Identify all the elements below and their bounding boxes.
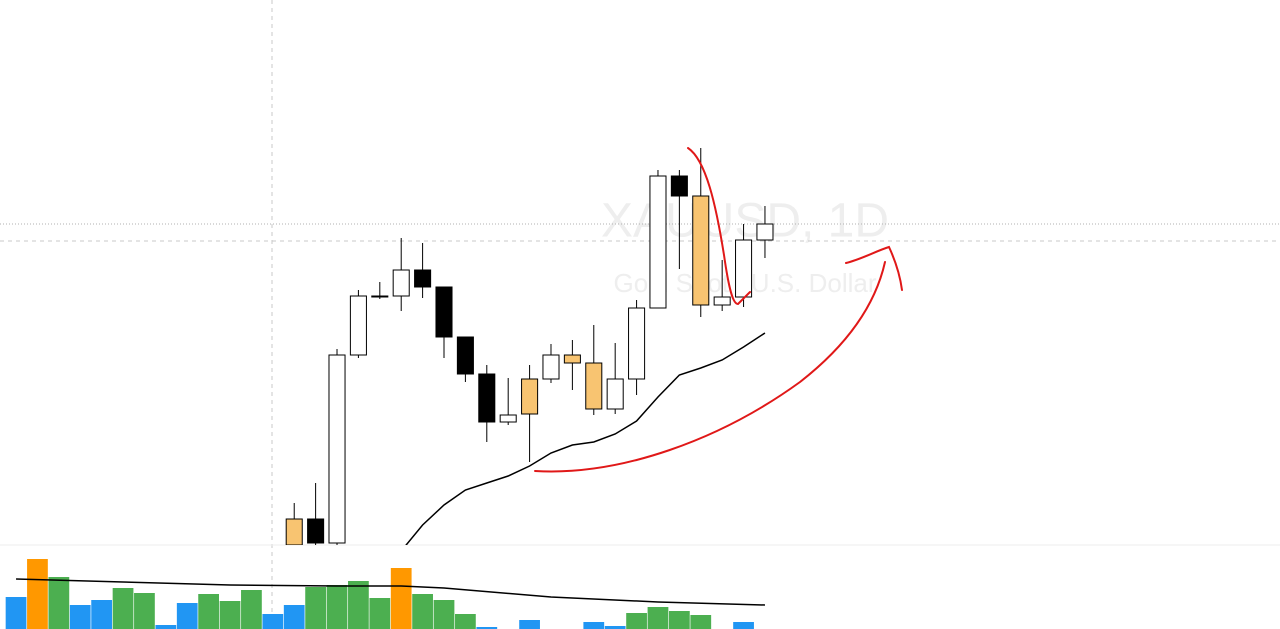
candle-body [563,354,581,364]
candle-body [628,307,646,380]
candle-body [713,296,731,306]
drawing-arrowhead [845,245,903,291]
candle-body [499,414,517,423]
volume-bar [433,600,455,629]
volume-bar [348,581,369,629]
moving-average [16,578,765,606]
volume-bar [476,627,498,629]
volume-bar [626,613,647,629]
volume-bar [733,622,754,629]
drawing-hook [687,147,751,306]
candle-body [649,175,667,309]
watermark-symbol: XAUUSD, 1D [601,195,889,248]
candle-body [585,362,603,410]
candle-body [392,269,410,297]
candle-body [735,239,753,298]
moving-average [405,332,766,545]
candle-body [456,336,474,375]
candle-body [349,295,367,356]
volume-bar [262,614,284,629]
candle-body [328,354,346,544]
volume-bar [519,620,540,629]
volume-bar [112,588,134,629]
volume-bar [241,590,262,629]
candle-body [478,373,496,423]
candle-body [692,195,710,306]
volume-bar [390,568,412,629]
candle-body [371,295,389,298]
volume-pane [5,559,765,629]
volume-bar [412,594,433,629]
drawing-arc [534,261,886,473]
candle-body [606,378,624,410]
candle-body [285,518,303,545]
volume-bar [647,607,669,629]
volume-bar [583,622,605,629]
volume-bar [91,600,113,629]
volume-bar [283,605,305,629]
candle-body [542,354,560,380]
volume-bar [198,594,220,629]
volume-bar [48,577,70,629]
candle-body [756,223,774,241]
candle-body [521,378,539,415]
volume-bar [176,603,198,629]
volume-bar [27,559,48,629]
volume-bar [69,605,91,629]
candle-body [435,286,453,338]
candle-body [670,175,688,197]
candle-body [414,269,432,288]
volume-bar [455,614,476,629]
candle-body [307,518,325,544]
volume-bar [369,598,391,629]
volume-bar [690,615,712,629]
price-pane [285,148,774,545]
volume-bar [5,597,27,629]
volume-bar [219,601,241,629]
volume-bar [134,593,155,629]
volume-bar [155,625,177,629]
volume-bar [604,626,626,629]
volume-bar [668,611,690,629]
volume-bar [305,587,326,629]
drawings [534,147,903,473]
volume-bar [326,585,348,629]
